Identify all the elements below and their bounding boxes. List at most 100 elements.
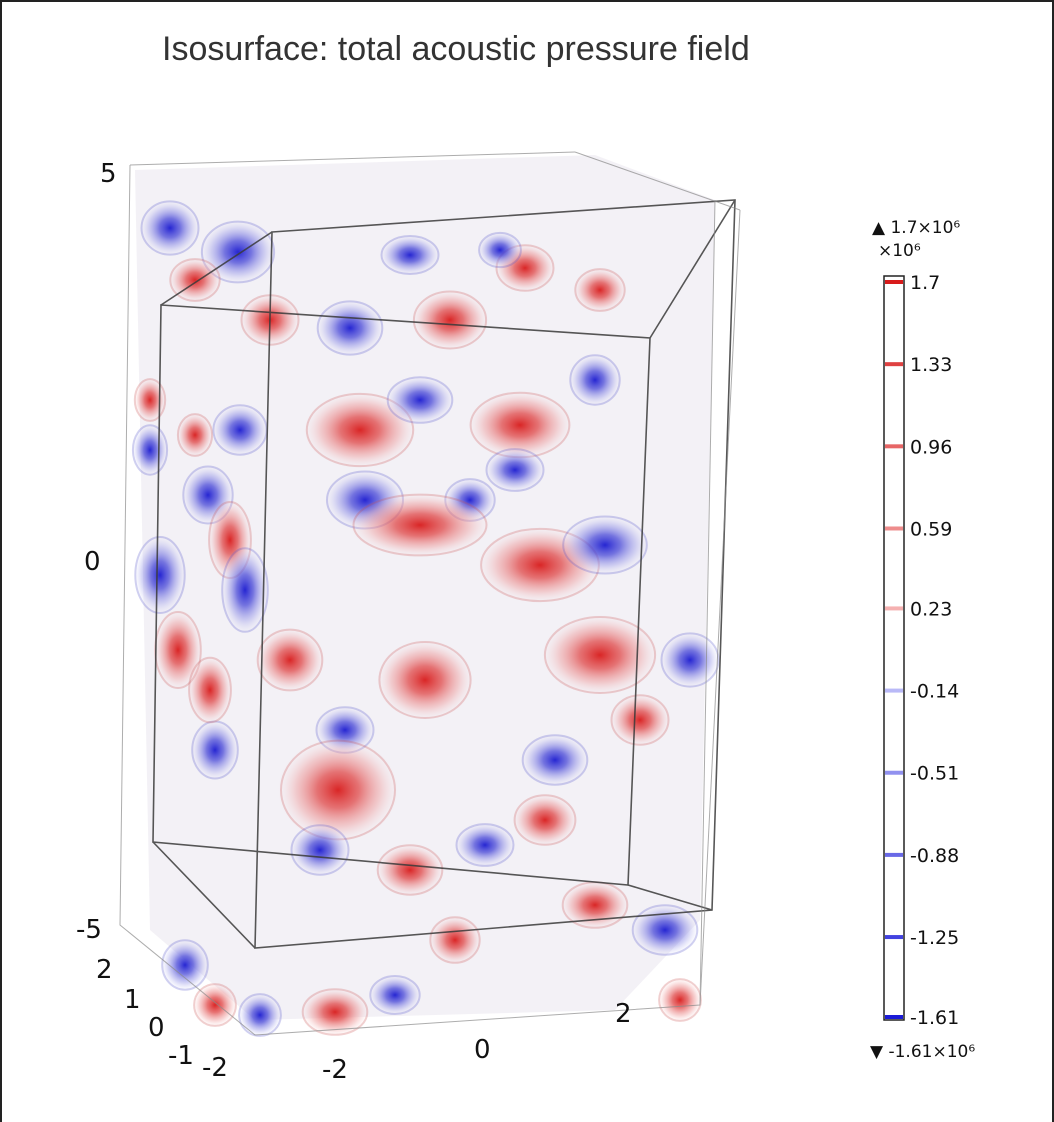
lobe-contour: [169, 258, 221, 302]
lobe-contour: [200, 220, 276, 284]
negative-lobe: [386, 376, 454, 424]
box-outline: [152, 199, 736, 949]
colorbar-tick-label: 0.59: [910, 518, 952, 540]
lobe-contour: [352, 493, 488, 557]
z-tick-label: 0: [84, 547, 101, 577]
colorbar-level-mark: [885, 444, 903, 449]
x-tick-label: 0: [474, 1035, 491, 1065]
lobe-contour: [658, 978, 702, 1022]
z-tick-label: 5: [100, 159, 117, 189]
lobe-contour: [316, 300, 384, 356]
colorbar-tick-label: 1.33: [910, 354, 952, 376]
lobe-contour: [485, 448, 545, 492]
colorbar-level-mark: [885, 526, 903, 531]
negative-lobe: [455, 823, 515, 867]
colorbar: ▲ 1.7×10⁶ ×10⁶ ▼ -1.61×10⁶ 1.7 1.33 0.96 0.59 0…: [870, 218, 975, 1062]
colorbar-min-label: ▼ -1.61×10⁶: [870, 1042, 975, 1062]
lobe-contour: [569, 354, 621, 406]
colorbar-level-mark: [885, 362, 903, 367]
lobe-contour: [478, 231, 522, 269]
y-tick-label: -2: [202, 1053, 228, 1083]
positive-lobe: [154, 610, 202, 690]
lobe-contour: [238, 993, 282, 1037]
negative-lobe: [140, 200, 200, 256]
positive-lobe: [610, 694, 670, 746]
positive-lobe: [574, 268, 626, 312]
colorbar-bar: [883, 275, 905, 1021]
colorbar-max-label: ▲ 1.7×10⁶: [872, 218, 960, 238]
positive-lobe: [429, 916, 481, 964]
negative-lobe: [134, 535, 186, 615]
positive-lobe: [256, 628, 324, 692]
lobe-contour: [221, 547, 269, 633]
negative-lobe: [369, 975, 421, 1015]
positive-lobe: [188, 656, 232, 724]
lobe-contour: [386, 376, 454, 424]
lobe-contour: [133, 378, 167, 422]
lobe-contour: [574, 268, 626, 312]
lobe-contour: [301, 988, 369, 1036]
colorbar-tick-label: -0.51: [910, 763, 959, 785]
negative-lobe: [191, 720, 239, 780]
colorbar-tick-label: 1.7: [910, 272, 940, 294]
positive-lobe: [658, 978, 702, 1022]
lobe-contour: [256, 628, 324, 692]
positive-lobe: [177, 413, 213, 457]
colorbar-tick-label: -0.14: [910, 681, 959, 703]
lobe-contour: [161, 939, 209, 991]
colorbar-tick-label: -1.25: [910, 927, 959, 949]
volume-haze: [135, 155, 715, 1020]
y-tick-label: 0: [148, 1013, 165, 1043]
lobe-contour: [513, 794, 577, 846]
negative-lobe: [290, 824, 350, 876]
lobe-contour: [305, 392, 415, 468]
colorbar-level-mark: [885, 1015, 903, 1019]
colorbar-level-mark: [885, 770, 903, 775]
colorbar-multiplier: ×10⁶: [878, 241, 921, 261]
negative-lobe: [521, 734, 589, 786]
lobe-contour: [188, 656, 232, 724]
positive-lobe: [304, 392, 416, 468]
positive-lobe: [542, 615, 658, 695]
lobe-contour: [140, 200, 200, 256]
colorbar-level-mark: [885, 606, 903, 611]
lobe-contour: [376, 844, 444, 896]
lobe-contour: [134, 536, 186, 614]
negative-lobe: [212, 404, 268, 456]
negative-lobe: [316, 300, 384, 356]
positive-lobe: [376, 844, 444, 896]
positive-lobe: [468, 391, 572, 459]
lobe-contour: [131, 424, 169, 476]
bounding-frame: [119, 151, 741, 1036]
lobe-contour: [182, 465, 234, 525]
lobe-contour: [543, 616, 657, 694]
colorbar-tick-label: -0.88: [910, 845, 959, 867]
lobe-contour: [521, 734, 589, 786]
colorbar-level-mark: [885, 688, 903, 693]
negative-lobe: [161, 939, 209, 991]
negative-lobe: [561, 515, 649, 575]
lobe-contour: [495, 244, 555, 292]
positive-lobe: [134, 378, 166, 422]
negative-lobe: [485, 448, 545, 492]
negative-lobe: [380, 235, 440, 275]
colorbar-tick-label: -1.61: [910, 1007, 959, 1029]
lobe-contour: [378, 641, 472, 719]
positive-lobe: [561, 881, 629, 929]
lobe-contour: [176, 413, 214, 457]
positive-lobe: [412, 290, 488, 350]
x-tick-label: -2: [322, 1055, 348, 1085]
lobe-contour: [380, 235, 440, 275]
negative-lobe: [200, 220, 276, 284]
negative-lobe: [221, 546, 269, 634]
z-tick-label: -5: [76, 915, 102, 945]
positive-lobe: [301, 988, 369, 1036]
negative-lobe: [631, 904, 699, 956]
plot-title: Isosurface: total acoustic pressure fiel…: [162, 30, 750, 68]
colorbar-tick-label: 0.96: [910, 436, 952, 458]
lobe-contour: [631, 904, 699, 956]
colorbar-level-mark: [885, 280, 903, 284]
negative-lobe: [238, 993, 282, 1037]
